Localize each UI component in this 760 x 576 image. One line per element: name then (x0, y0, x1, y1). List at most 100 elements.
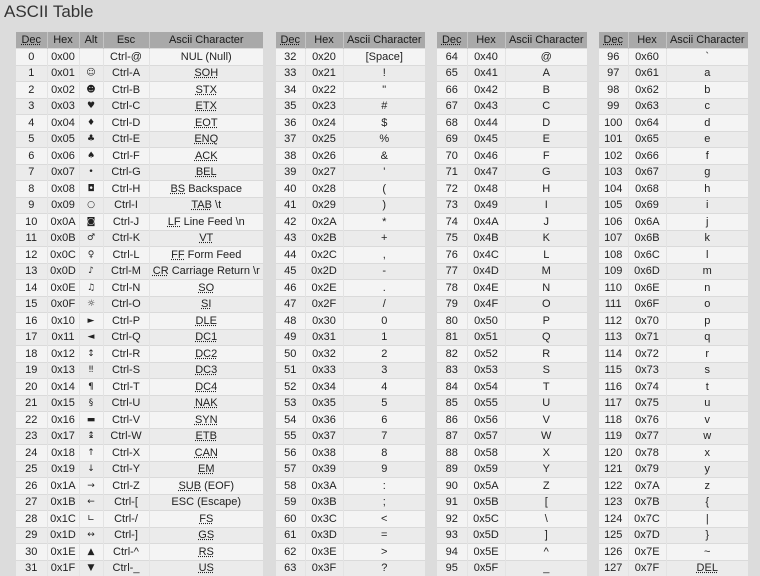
ascii-character-cell: L (505, 246, 587, 263)
ascii-character-cell: ) (343, 196, 425, 214)
hex-cell: 0x0E (47, 279, 80, 296)
table-row: 34 0x22 " (276, 81, 425, 98)
dec-cell: 21 (16, 394, 48, 412)
column-header-hex: Hex (628, 32, 667, 49)
hex-cell: 0x2B (305, 229, 344, 247)
table-row: 58 0x3A: (276, 477, 425, 494)
esc-cell: Ctrl-[ (103, 493, 150, 511)
hex-cell: 0x2F (305, 295, 344, 313)
table-row: 73 0x49 I (437, 196, 587, 214)
table-row: 106 0x6A j (599, 213, 748, 230)
dec-cell: 73 (437, 196, 468, 214)
table-row: 36 0x24 $ (276, 114, 425, 131)
ascii-character-cell: } (666, 526, 748, 544)
ascii-table-control-chars: Dec Hex Alt Esc Ascii Character 0 0x00 Ctr… (16, 32, 263, 576)
character-description: 2 (381, 347, 388, 360)
character-description: w (703, 430, 712, 443)
ascii-character-cell: N (505, 279, 587, 296)
ascii-character-cell: # (343, 97, 425, 115)
ascii-table-32-63: Dec Hex Ascii Character 32 0x20 [Space] 33 0… (276, 32, 425, 576)
character-description: y (704, 463, 711, 476)
table-row: 29 0x1D ↔ Ctrl-] GS (16, 526, 263, 544)
dec-cell: 120 (599, 444, 629, 461)
character-description: s (704, 364, 711, 377)
hex-cell: 0x2D (305, 262, 344, 280)
ascii-character-cell: M (505, 262, 587, 280)
column-header-dec[interactable]: Dec (276, 32, 306, 49)
table-row: 47 0x2F / (276, 295, 425, 313)
column-header-dec[interactable]: Dec (437, 32, 468, 49)
table-row: 87 0x57 W (437, 427, 587, 445)
dec-cell: 45 (276, 262, 306, 280)
column-header-ascii-character: Ascii Character (149, 32, 263, 49)
ascii-character-cell: H (505, 180, 587, 197)
table-row: 31 0x1F ▼ Ctrl-_ US (16, 559, 263, 576)
dec-cell: 104 (599, 180, 629, 197)
ascii-character-cell: @ (505, 48, 587, 65)
ascii-character-cell: D (505, 114, 587, 131)
esc-cell: Ctrl-W (103, 427, 150, 445)
character-description: Q (541, 331, 551, 344)
table-row: 39 0x27 ' (276, 163, 425, 181)
table-row: 10 0x0A ◙ Ctrl-J LF Line Feed \n (16, 213, 263, 230)
dec-cell: 59 (276, 493, 306, 511)
table-row: 17 0x11 ◄ Ctrl-Q DC1 (16, 328, 263, 346)
dec-cell: 58 (276, 477, 306, 494)
ascii-character-cell: A (505, 64, 587, 82)
hex-cell: 0x21 (305, 64, 344, 82)
ascii-character-cell: I (505, 196, 587, 214)
ascii-character-cell: z (666, 477, 748, 494)
dec-cell: 85 (437, 394, 468, 412)
alt-symbol-cell: ☺ (79, 64, 104, 82)
hex-cell: 0x3D (305, 526, 344, 544)
character-description: B (542, 83, 550, 96)
ascii-character-cell: 6 (343, 411, 425, 428)
column-header-alt: Alt (79, 32, 104, 49)
table-row: 63 0x3F? (276, 559, 425, 576)
dec-cell: 122 (599, 477, 629, 494)
hex-cell: 0x1C (47, 510, 80, 527)
ascii-character-cell: T (505, 378, 587, 395)
hex-cell: 0x08 (47, 180, 80, 197)
ascii-character-cell: a (666, 64, 748, 82)
dec-cell: 32 (276, 48, 306, 65)
dec-cell: 60 (276, 510, 306, 527)
ascii-character-cell: f (666, 147, 748, 164)
ascii-character-cell: 2 (343, 345, 425, 362)
character-description: * (382, 215, 387, 228)
table-row: 75 0x4B K (437, 229, 587, 247)
dec-cell: 18 (16, 345, 48, 362)
hex-cell: 0x51 (467, 328, 506, 346)
hex-cell: 0x6F (628, 295, 667, 313)
character-description: A (542, 67, 550, 80)
ascii-character-cell: ] (505, 526, 587, 544)
character-description: 3 (381, 364, 388, 377)
character-description: : (382, 479, 386, 492)
column-header-dec[interactable]: Dec (599, 32, 629, 49)
alt-symbol-cell: • (79, 163, 104, 181)
column-header-dec[interactable]: Dec (16, 32, 48, 49)
hex-cell: 0x1F (47, 559, 80, 576)
ascii-character-cell: > (343, 543, 425, 560)
character-description: (EOF) (201, 479, 235, 492)
ascii-character-cell: Y (505, 460, 587, 478)
hex-cell: 0x32 (305, 345, 344, 362)
hex-cell: 0x28 (305, 180, 344, 197)
dec-cell: 102 (599, 147, 629, 164)
hex-cell: 0x73 (628, 361, 667, 379)
table-row: 121 0x79 y (599, 460, 748, 478)
ascii-character-cell: DC3 (149, 361, 263, 379)
dec-cell: 100 (599, 114, 629, 131)
dec-cell: 24 (16, 444, 48, 461)
character-description: Carriage Return \r (168, 265, 260, 278)
hex-cell: 0x54 (467, 378, 506, 395)
character-description: Z (542, 479, 550, 492)
table-row: 65 0x41 A (437, 64, 587, 82)
esc-cell: Ctrl-V (103, 411, 150, 428)
hex-cell: 0x77 (628, 427, 667, 445)
hex-cell: 0x14 (47, 378, 80, 395)
table-row: 109 0x6D m (599, 262, 748, 280)
table-row: 112 0x70 p (599, 312, 748, 329)
character-description: j (706, 215, 709, 228)
table-row: 81 0x51 Q (437, 328, 587, 346)
